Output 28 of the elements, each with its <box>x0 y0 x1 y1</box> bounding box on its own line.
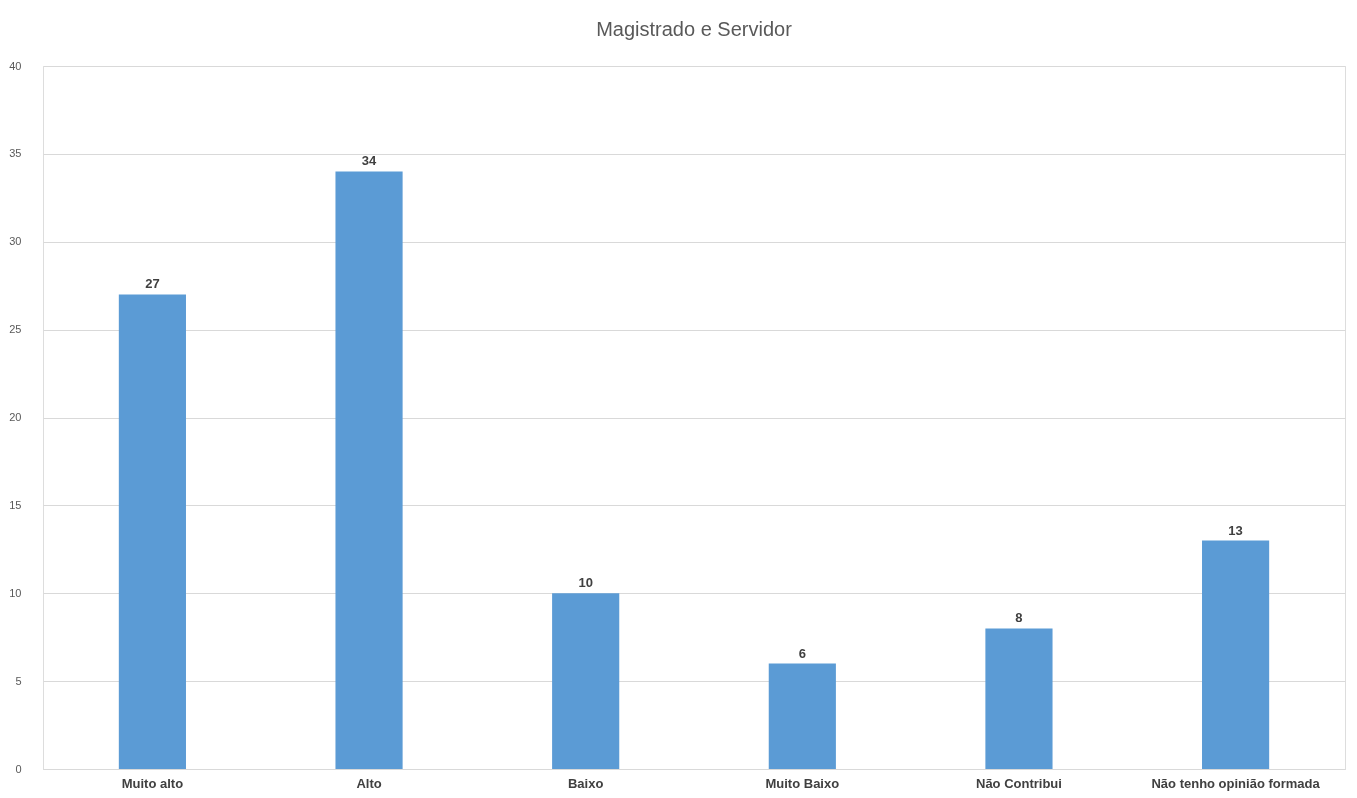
chart-title: Magistrado e Servidor <box>596 18 793 40</box>
data-label: 6 <box>798 645 806 661</box>
y-tick-label: 10 <box>9 586 22 599</box>
y-tick-label: 15 <box>9 498 22 511</box>
y-tick-label: 20 <box>9 411 22 423</box>
bar <box>768 663 836 769</box>
x-tick-label: Não tenho opinião formada <box>1151 775 1321 791</box>
x-tick-label: Muito Baixo <box>765 775 840 791</box>
y-tick-label: 5 <box>15 674 22 687</box>
x-tick-label: Muito alto <box>121 775 184 791</box>
data-label: 10 <box>578 575 593 591</box>
y-tick-label: 25 <box>9 323 22 336</box>
y-tick-label: 0 <box>15 762 22 775</box>
y-tick-label: 30 <box>9 235 22 248</box>
bar <box>1202 540 1270 769</box>
y-tick-label: 35 <box>9 147 22 160</box>
bar <box>335 171 403 769</box>
bar <box>118 294 186 769</box>
data-label: 8 <box>1015 610 1023 626</box>
y-tick-label: 40 <box>9 59 22 72</box>
data-label: 34 <box>361 153 378 169</box>
data-label: 27 <box>145 276 160 292</box>
x-tick-label: Baixo <box>567 775 604 791</box>
x-tick-label: Não Contribui <box>975 775 1062 791</box>
x-tick-label: Alto <box>356 775 382 791</box>
bar <box>985 628 1053 769</box>
data-label: 13 <box>1228 522 1243 538</box>
bar <box>552 593 620 769</box>
